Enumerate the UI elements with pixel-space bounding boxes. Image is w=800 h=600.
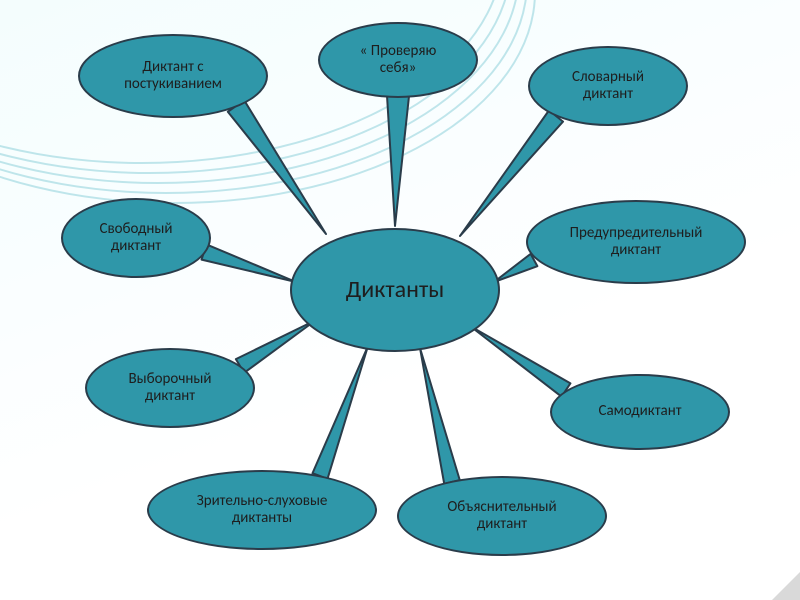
- tail-explain: [420, 348, 460, 484]
- diagram-stage: Диктанты Диктант с постукиванием « Проверя…: [0, 0, 800, 600]
- node-free: Свободный диктант: [61, 198, 211, 278]
- node-free-label: Свободный диктант: [91, 217, 180, 260]
- node-explain: Объяснительный диктант: [397, 476, 607, 556]
- node-select-label: Выборочный диктант: [121, 367, 220, 410]
- node-select: Выборочный диктант: [85, 348, 255, 428]
- node-check: « Проверяю себя»: [318, 22, 478, 98]
- node-visaud: Зрительно-слуховые диктанты: [147, 470, 377, 550]
- node-check-label: « Проверяю себя»: [352, 39, 445, 82]
- node-visaud-label: Зрительно-слуховые диктанты: [189, 489, 336, 532]
- node-vocab-label: Словарный диктант: [564, 65, 652, 108]
- tail-visaud: [312, 346, 368, 479]
- center-node-label: Диктанты: [338, 272, 452, 308]
- node-explain-label: Объяснительный диктант: [439, 495, 564, 538]
- tail-free: [202, 244, 296, 282]
- node-vocab: Словарный диктант: [528, 46, 688, 126]
- center-node: Диктанты: [290, 228, 500, 352]
- tail-select: [236, 320, 316, 373]
- tail-check: [387, 96, 409, 226]
- tail-self: [470, 326, 570, 397]
- node-tap: Диктант с постукиванием: [78, 34, 268, 118]
- node-tap-label: Диктант с постукиванием: [116, 55, 230, 98]
- page-corner-fold: [772, 572, 800, 600]
- node-self: Самодиктант: [550, 374, 730, 450]
- node-self-label: Самодиктант: [590, 399, 689, 424]
- tail-tap: [228, 100, 326, 234]
- node-warn-label: Предупредительный диктант: [562, 221, 711, 264]
- tail-warn: [494, 254, 537, 282]
- node-warn: Предупредительный диктант: [526, 200, 746, 284]
